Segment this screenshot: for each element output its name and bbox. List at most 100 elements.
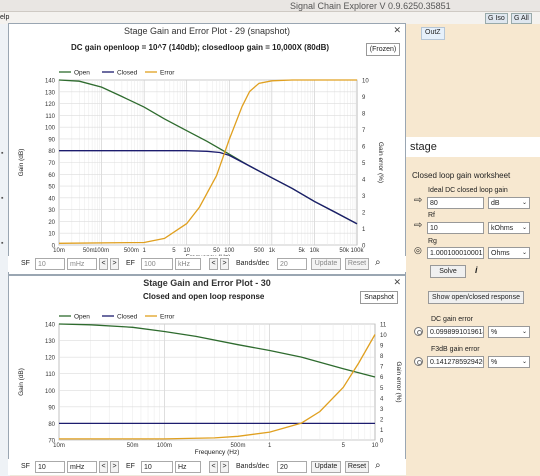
y2-tick-label: 3	[380, 407, 384, 413]
y2-tick-label: 9	[380, 344, 384, 350]
x-tick-label: 100k	[350, 248, 364, 254]
outz-button[interactable]: OutZ	[421, 27, 445, 40]
ef-input[interactable]: 10	[141, 461, 173, 473]
f3db-error-unit-select[interactable]: % ⌄	[488, 356, 530, 368]
close-icon[interactable]: ✕	[393, 277, 401, 287]
dc-error-radio[interactable]	[414, 327, 423, 336]
ef-prev-button[interactable]: <	[209, 258, 218, 270]
f3db-error-input[interactable]: 0.14127859294202	[427, 356, 484, 368]
ef-unit-select[interactable]: Hz	[175, 461, 201, 473]
plot-area	[58, 323, 376, 441]
sf-next-button[interactable]: >	[110, 258, 119, 270]
y-tick-label: 90	[48, 405, 55, 411]
sf-prev-button[interactable]: <	[99, 258, 108, 270]
sf-prev-button[interactable]: <	[99, 461, 108, 473]
ef-next-button[interactable]: >	[220, 461, 229, 473]
ideal-gain-label: Ideal DC closed loop gain	[428, 187, 508, 194]
arrow-right-icon[interactable]: ⇨	[414, 195, 423, 206]
sf-input[interactable]: 10	[35, 461, 65, 473]
x-tick-label: 10k	[310, 248, 321, 254]
bands-input[interactable]: 20	[277, 258, 307, 270]
rf-unit-select[interactable]: kOhms ⌄	[488, 222, 530, 234]
y2-tick-label: 5	[362, 161, 366, 167]
y2-tick-label: 2	[380, 417, 384, 423]
x-tick-label: 10m	[53, 248, 65, 254]
rf-input[interactable]: 10	[427, 222, 484, 234]
g-all-button[interactable]: G All	[511, 13, 532, 24]
y-tick-label: 40	[48, 196, 55, 202]
legend-label: Error	[160, 314, 175, 321]
y-tick-label: 10	[48, 232, 55, 238]
ef-next-button[interactable]: >	[220, 258, 229, 270]
series-line-error	[58, 79, 357, 244]
frozen-button[interactable]: (Frozen)	[366, 43, 400, 56]
rg-label: Rg	[428, 238, 437, 245]
y2-tick-label: 4	[380, 396, 384, 402]
ef-label: EF	[126, 260, 135, 267]
plot29-chart: 0102030405060708090100110120130140012345…	[18, 70, 384, 262]
side-icon-1: ▪	[1, 150, 4, 157]
ideal-gain-unit-select[interactable]: dB ⌄	[488, 197, 530, 209]
background-left-strip	[0, 24, 10, 476]
show-open-closed-button[interactable]: Show open/closed response	[428, 291, 524, 304]
close-icon[interactable]: ✕	[393, 25, 401, 35]
f3db-error-radio[interactable]	[414, 357, 423, 366]
info-icon[interactable]: i	[475, 265, 478, 275]
chevron-down-icon: ⌄	[521, 329, 527, 335]
sf-input[interactable]: 10	[35, 258, 65, 270]
x-tick-label: 50k	[339, 248, 350, 254]
dc-error-input[interactable]: 0.09989910196146	[427, 326, 484, 338]
plot30-toolbar: SF 10 mHz < > EF 10 Hz < > Bands/dec 20 …	[8, 459, 406, 475]
y-tick-label: 80	[48, 422, 55, 428]
app-titlebar: Signal Chain Explorer V 0.9.6250.35851	[0, 0, 540, 12]
bands-label: Bands/dec	[236, 463, 270, 470]
x-tick-label: 100m	[157, 443, 172, 449]
search-icon[interactable]: ⌕	[375, 257, 381, 268]
y-tick-label: 70	[48, 161, 55, 167]
y-tick-label: 0	[52, 244, 56, 250]
x-tick-label: 5k	[298, 248, 305, 254]
solve-button[interactable]: Solve	[430, 265, 466, 278]
menu-help[interactable]: elp	[0, 14, 10, 21]
g-iso-button[interactable]: G Iso	[485, 13, 508, 24]
rg-unit-select[interactable]: Ohms ⌄	[488, 247, 530, 259]
ef-prev-button[interactable]: <	[209, 461, 218, 473]
chevron-down-icon: ⌄	[521, 359, 527, 365]
ef-unit-select[interactable]: kHz	[175, 258, 201, 270]
reset-button[interactable]: Reset	[345, 258, 369, 270]
search-icon[interactable]: ⌕	[375, 460, 381, 471]
reset-button[interactable]: Reset	[345, 461, 369, 473]
y-tick-label: 20	[48, 220, 55, 226]
menu-strip: elp	[0, 12, 540, 25]
sf-unit-select[interactable]: mHz	[67, 461, 97, 473]
chevron-down-icon: ⌄	[521, 200, 527, 206]
x-tick-label: 500m	[124, 248, 139, 254]
rg-input[interactable]: 1.000100010001	[427, 247, 484, 259]
snapshot-button[interactable]: Snapshot	[360, 291, 398, 304]
ef-input[interactable]: 100	[141, 258, 173, 270]
y-tick-label: 70	[48, 439, 55, 445]
target-icon[interactable]: ◎	[414, 245, 422, 255]
x-tick-label: 10	[372, 443, 379, 449]
plot30-window: Stage Gain and Error Plot - 30 ✕ Closed …	[8, 275, 406, 474]
y2-axis-label: Gain error (%)	[377, 142, 384, 183]
update-button[interactable]: Update	[311, 258, 341, 270]
arrow-right-icon[interactable]: ⇨	[414, 220, 423, 231]
ideal-gain-input[interactable]: 80	[427, 197, 484, 209]
sf-label: SF	[21, 260, 30, 267]
sf-unit-select[interactable]: mHz	[67, 258, 97, 270]
dc-error-unit-select[interactable]: % ⌄	[488, 326, 530, 338]
x-tick-label: 5	[342, 443, 346, 449]
y-tick-label: 140	[45, 323, 56, 329]
x-tick-label: 500m	[230, 443, 245, 449]
plot30-window-title: Stage Gain and Error Plot - 30	[143, 278, 271, 288]
y-tick-label: 110	[45, 372, 55, 378]
y-axis-label: Gain (dB)	[18, 368, 25, 396]
y2-tick-label: 11	[380, 323, 387, 329]
update-button[interactable]: Update	[311, 461, 341, 473]
legend-label: Open	[74, 314, 90, 321]
bands-input[interactable]: 20	[277, 461, 307, 473]
x-tick-label: 1	[142, 248, 146, 254]
sf-next-button[interactable]: >	[110, 461, 119, 473]
x-tick-label: 50m	[127, 443, 139, 449]
